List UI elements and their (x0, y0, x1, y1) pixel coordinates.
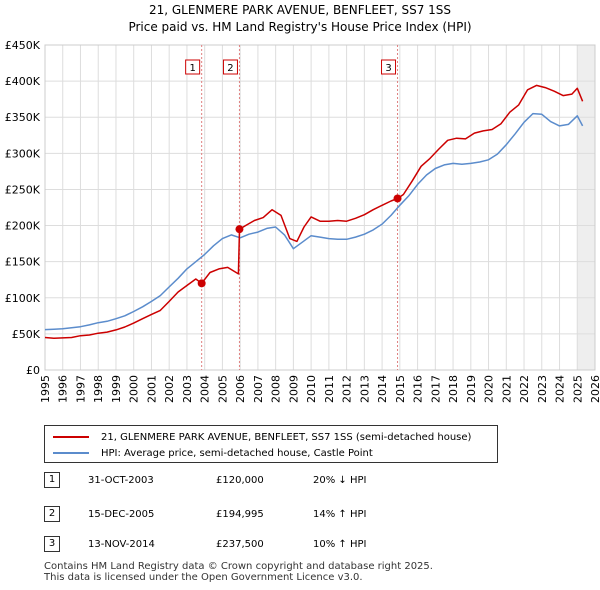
x-tick-label: 1998 (92, 375, 105, 403)
x-tick-label: 1997 (74, 375, 87, 403)
grid-lines (44, 44, 596, 371)
sale-date: 13-NOV-2014 (88, 539, 155, 550)
hpi-series-line (44, 112, 584, 331)
x-tick-label: 2017 (429, 375, 442, 403)
sale-price: £237,500 (216, 539, 264, 550)
x-tick-label: 2001 (145, 375, 158, 403)
sale-markers (197, 194, 402, 288)
sale-date: 15-DEC-2005 (88, 509, 155, 520)
x-tick-label: 2021 (500, 375, 513, 403)
footer-attribution: Contains HM Land Registry data © Crown c… (44, 561, 433, 583)
y-tick-label: £200K (5, 220, 41, 233)
legend-item-hpi: HPI: Average price, semi-detached house,… (53, 445, 373, 461)
sale-point (393, 194, 402, 203)
legend: 21, GLENMERE PARK AVENUE, BENFLEET, SS7 … (44, 425, 498, 463)
x-tick-label: 2015 (394, 375, 407, 403)
legend-label-hpi: HPI: Average price, semi-detached house,… (101, 447, 373, 459)
x-tick-label: 2004 (199, 375, 212, 403)
x-tick-label: 2014 (376, 375, 389, 403)
x-tick-label: 2022 (518, 375, 531, 403)
y-tick-label: £0 (26, 364, 40, 377)
y-axis: £0 £50K £100K £150K £200K £250K £300K £350K £400… (5, 39, 41, 377)
x-tick-label: 2011 (323, 375, 336, 403)
sale-hpi-diff: 20% ↓ HPI (313, 475, 367, 486)
property-series-line (44, 84, 584, 339)
x-tick-label: 2025 (571, 375, 584, 403)
y-tick-label: £300K (5, 147, 41, 160)
plot-area (45, 45, 595, 370)
forecast-shade (577, 45, 595, 370)
sale-number-badge: 2 (44, 506, 60, 522)
sale-row: 1 31-OCT-2003 £120,000 20% ↓ HPI (44, 472, 484, 492)
x-tick-label: 2000 (128, 375, 141, 403)
chart-title: 21, GLENMERE PARK AVENUE, BENFLEET, SS7 … (149, 3, 451, 17)
sale-hpi-diff: 10% ↑ HPI (313, 539, 367, 550)
legend-swatch-property (53, 436, 89, 438)
price-chart: 21, GLENMERE PARK AVENUE, BENFLEET, SS7 … (5, 3, 600, 403)
x-tick-label: 2010 (305, 375, 318, 403)
x-tick-label: 2007 (252, 375, 265, 403)
x-tick-label: 2019 (465, 375, 478, 403)
footer-line-1: Contains HM Land Registry data © Crown c… (44, 561, 433, 572)
sale-hpi-diff: 14% ↑ HPI (313, 509, 367, 520)
sale-marker-label: 2 (227, 63, 233, 74)
plot-border (44, 44, 596, 371)
y-tick-label: £400K (5, 75, 41, 88)
sale-marker-label: 1 (189, 63, 195, 74)
x-tick-label: 2020 (483, 375, 496, 403)
footer-line-2: This data is licensed under the Open Gov… (44, 572, 363, 583)
x-tick-label: 2016 (412, 375, 425, 403)
legend-item-property: 21, GLENMERE PARK AVENUE, BENFLEET, SS7 … (53, 429, 471, 445)
sale-marker-label: 3 (385, 63, 391, 74)
y-tick-label: £50K (12, 328, 41, 341)
legend-label-property: 21, GLENMERE PARK AVENUE, BENFLEET, SS7 … (101, 431, 472, 443)
x-tick-label: 2005 (216, 375, 229, 403)
sale-number-badge: 3 (44, 536, 60, 552)
x-tick-label: 2008 (270, 375, 283, 403)
sale-marker-box (222, 59, 238, 75)
x-tick-label: 2013 (358, 375, 371, 403)
x-tick-label: 1995 (39, 375, 52, 403)
sale-point (197, 279, 206, 288)
y-tick-label: £250K (5, 183, 41, 196)
x-tick-label: 2012 (341, 375, 354, 403)
x-tick-label: 2018 (447, 375, 460, 403)
x-axis: 1995 1996 1997 1998 1999 2000 2001 2002 2003 2004… (39, 375, 600, 403)
x-tick-label: 1996 (57, 375, 70, 403)
x-tick-label: 2002 (163, 375, 176, 403)
sale-row: 2 15-DEC-2005 £194,995 14% ↑ HPI (44, 506, 484, 526)
y-tick-label: £450K (5, 39, 41, 52)
x-tick-label: 2023 (536, 375, 549, 403)
chart-subtitle: Price paid vs. HM Land Registry's House … (128, 20, 471, 34)
series-lines (44, 84, 584, 339)
x-tick-label: 2026 (589, 375, 600, 403)
sale-date: 31-OCT-2003 (88, 475, 154, 486)
y-tick-label: £350K (5, 111, 41, 124)
sale-price: £120,000 (216, 475, 264, 486)
sale-marker-labels: 1 2 3 (185, 59, 397, 75)
sale-number-badge: 1 (44, 472, 60, 488)
x-tick-label: 2006 (234, 375, 247, 403)
x-tick-label: 2009 (287, 375, 300, 403)
legend-swatch-hpi (53, 452, 89, 454)
sale-point (235, 225, 244, 234)
sale-marker-box (185, 59, 201, 75)
sale-row: 3 13-NOV-2014 £237,500 10% ↑ HPI (44, 536, 484, 556)
sale-marker-box (381, 59, 397, 75)
y-tick-label: £150K (5, 256, 41, 269)
x-tick-label: 1999 (110, 375, 123, 403)
x-tick-label: 2024 (554, 375, 567, 403)
y-tick-label: £100K (5, 292, 41, 305)
x-tick-label: 2003 (181, 375, 194, 403)
sale-price: £194,995 (216, 509, 264, 520)
